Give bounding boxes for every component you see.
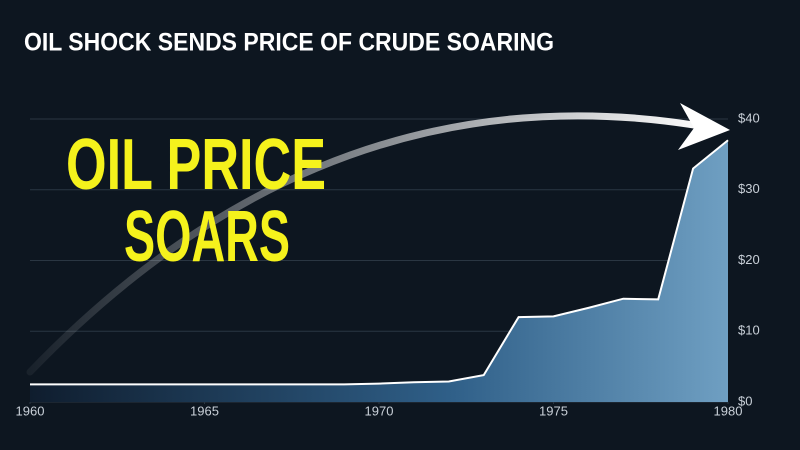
x-tick-label: 1965 [190, 403, 219, 418]
annotation: SOARS [124, 197, 290, 277]
y-tick-label: $0 [738, 393, 752, 408]
line [30, 139, 729, 386]
x-tick-label: 1960 [16, 403, 45, 418]
y-tick-label: $40 [738, 110, 760, 125]
chart-title: OIL SHOCK SENDS PRICE OF CRUDE SOARING [24, 29, 554, 57]
arrow-head [678, 103, 730, 150]
arrow [26, 112, 716, 376]
y-tick-label: $30 [738, 181, 760, 196]
y-tick-label: $10 [738, 323, 760, 338]
y-tick-label: $20 [738, 252, 760, 267]
x-tick-label: 1980 [714, 403, 743, 418]
x-tick-label: 1970 [365, 403, 394, 418]
plot-area: $0 $10 $20 $30 $40 1960 1965 1970 1975 1980 [16, 110, 760, 418]
area [30, 140, 728, 402]
annotation: OIL PRICE [66, 125, 326, 205]
x-tick-label: 1975 [539, 403, 568, 418]
